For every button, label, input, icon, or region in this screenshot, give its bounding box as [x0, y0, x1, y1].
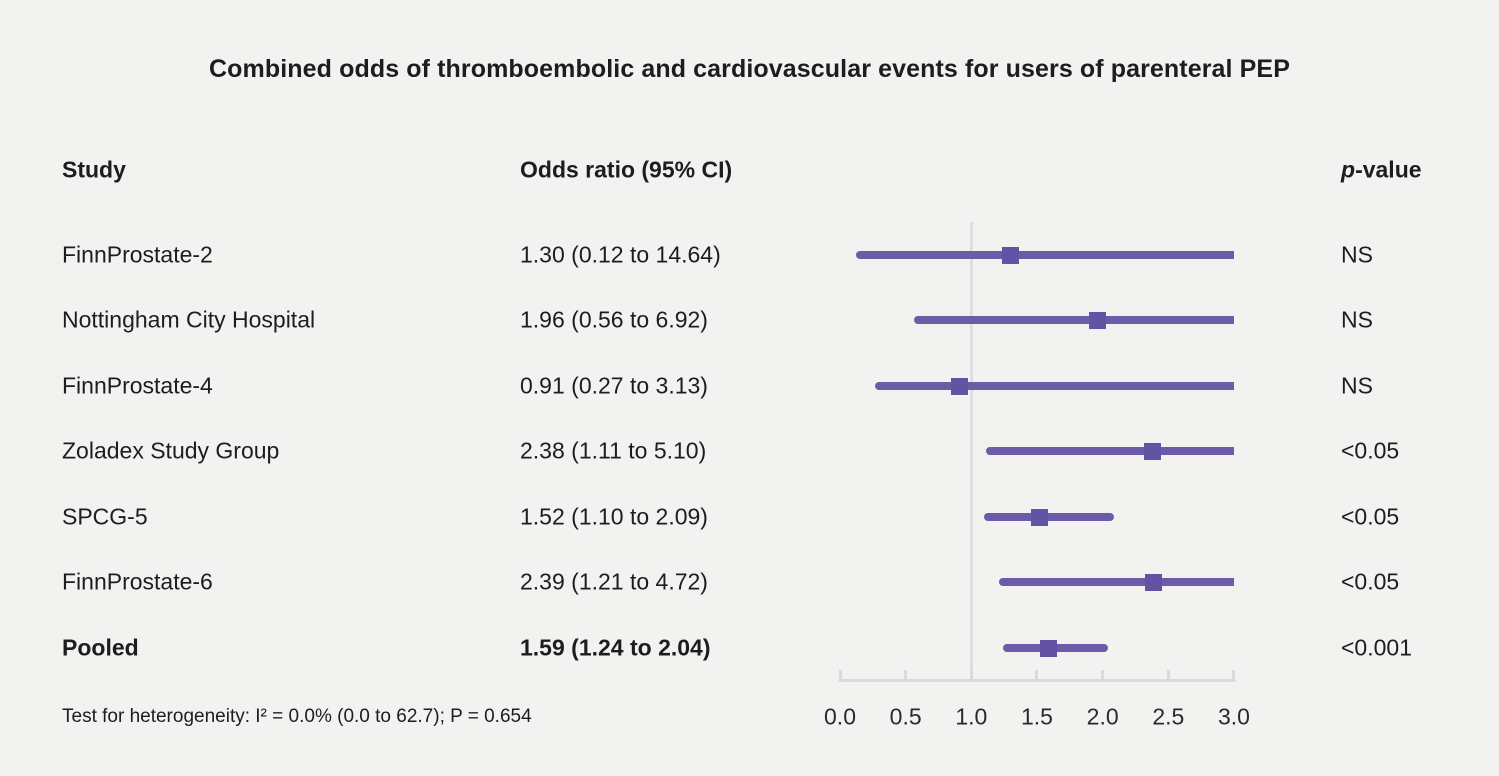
study-name: FinnProstate-6: [62, 568, 213, 595]
p-value-label: NS: [1341, 306, 1373, 333]
x-axis-tick-label: 0.0: [824, 703, 856, 730]
x-axis-tick: [1035, 670, 1039, 679]
confidence-interval-line: [985, 447, 1234, 455]
odds-ratio-label: 2.38 (1.11 to 5.10): [520, 437, 707, 464]
x-axis-tick-label: 1.5: [1020, 703, 1053, 730]
p-value-label: <0.05: [1341, 503, 1400, 530]
p-value-label: NS: [1341, 372, 1373, 399]
odds-ratio-label: 1.59 (1.24 to 2.04): [520, 634, 711, 661]
odds-ratio-marker: [1144, 442, 1162, 460]
heterogeneity-footnote: Test for heterogeneity: I² = 0.0% (0.0 t…: [62, 706, 532, 727]
column-header-odds-ratio: Odds ratio (95% CI): [520, 156, 733, 183]
study-name: Zoladex Study Group: [62, 437, 280, 464]
x-axis-tick: [1101, 670, 1105, 679]
study-name: FinnProstate-4: [62, 372, 213, 399]
odds-ratio-marker: [951, 377, 968, 395]
odds-ratio-marker: [1040, 639, 1058, 657]
odds-ratio-label: 2.39 (1.21 to 4.72): [520, 568, 708, 595]
odds-ratio-marker: [1031, 508, 1049, 526]
p-value-label: <0.05: [1341, 437, 1400, 464]
x-axis-tick-label: 1.0: [955, 703, 988, 730]
odds-ratio-marker: [1088, 311, 1106, 329]
odds-ratio-label: 1.30 (0.12 to 14.64): [520, 241, 721, 268]
odds-ratio-marker: [1002, 246, 1020, 264]
confidence-interval-line: [998, 578, 1234, 586]
confidence-interval-line: [913, 316, 1234, 324]
confidence-interval-line: [855, 251, 1234, 259]
column-header-study: Study: [62, 156, 126, 183]
confidence-interval-line: [984, 513, 1115, 521]
odds-ratio-marker: [1145, 573, 1163, 591]
confidence-interval-line: [875, 382, 1234, 390]
column-header-p-value: p-value: [1341, 156, 1422, 183]
p-value-label: <0.001: [1341, 634, 1412, 661]
x-axis-tick-label: 0.5: [889, 703, 922, 730]
study-name: SPCG-5: [62, 503, 148, 530]
study-name: FinnProstate-2: [62, 241, 213, 268]
x-axis-tick-label: 2.5: [1152, 703, 1185, 730]
x-axis-tick-label: 2.0: [1086, 703, 1119, 730]
x-axis-tick-label: 3.0: [1217, 703, 1250, 730]
p-value-label: NS: [1341, 241, 1373, 268]
x-axis-tick: [1166, 670, 1170, 679]
x-axis-tick: [838, 670, 842, 679]
study-name: Pooled: [62, 634, 139, 661]
p-value-label: <0.05: [1341, 568, 1400, 595]
reference-line: [969, 222, 973, 682]
study-name: Nottingham City Hospital: [62, 306, 316, 333]
x-axis-tick: [904, 670, 908, 679]
x-axis-line: [838, 679, 1236, 682]
odds-ratio-label: 1.96 (0.56 to 6.92): [520, 306, 708, 333]
x-axis-tick: [1232, 670, 1236, 679]
x-axis-tick: [969, 670, 973, 679]
chart-title: Combined odds of thromboembolic and card…: [209, 55, 1290, 83]
odds-ratio-label: 1.52 (1.10 to 2.09): [520, 503, 708, 530]
odds-ratio-label: 0.91 (0.27 to 3.13): [520, 372, 708, 399]
